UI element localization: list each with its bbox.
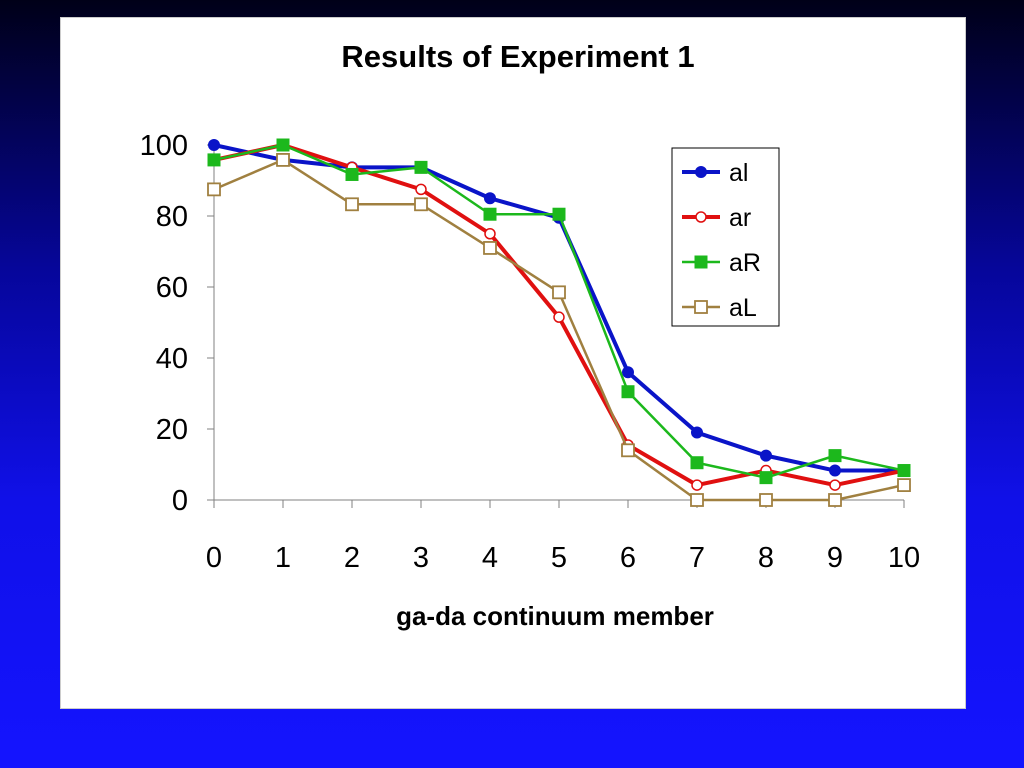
axes: 0 20 40 60 80 100 0 1 2 3 4 5 6 7 8 9 10 [140,130,921,574]
data-point-ar [553,311,565,323]
data-point-aL [483,241,497,255]
data-point-aL [276,153,290,167]
data-point-aR [414,160,428,174]
x-axis-label: ga-da continuum member [396,601,714,631]
legend-label: al [729,159,748,187]
x-tick-label: 5 [551,542,567,574]
data-point-aR [690,456,704,470]
x-tick-label: 3 [413,542,429,574]
series-line-al [213,143,904,473]
series-ar [208,139,910,491]
series-aR [207,138,911,485]
x-tick-label: 4 [482,542,498,574]
legend-entry-al: al [682,159,748,187]
x-tick-label: 10 [888,542,920,574]
data-point-aL [207,182,221,197]
legend-entry-aL: aL [682,294,757,322]
x-tick-label: 9 [827,542,843,574]
legend-marker [695,211,707,223]
data-point-al [829,464,841,477]
data-point-aR [207,153,221,167]
series-layer [207,138,911,507]
legend-entry-ar: ar [682,204,751,232]
data-point-aR [621,385,635,399]
chart-panel [60,17,966,709]
series-line-aR [213,143,905,479]
legend-marker [694,255,708,269]
data-point-aR [828,449,842,463]
data-point-al [208,139,220,151]
x-tick-label: 6 [620,542,636,574]
y-tick-label: 100 [140,130,188,162]
data-point-al [484,192,496,205]
legend-marker [694,300,708,314]
x-tick-label: 8 [758,542,774,574]
legend-label: ar [729,204,751,232]
data-point-aL [828,493,842,507]
data-point-al [622,366,634,379]
y-tick-label: 20 [156,414,188,446]
data-point-aR [483,207,497,221]
y-tick-label: 80 [156,201,188,233]
x-tick-label: 1 [275,542,291,574]
legend-box [671,147,780,327]
legend-marker [695,166,707,178]
data-point-al [760,449,772,462]
y-tick-label: 40 [156,343,188,375]
data-point-aR [897,464,911,478]
legend: al ar aR aL [671,147,780,327]
series-al [208,139,910,477]
data-point-aL [552,285,566,300]
y-tick-label: 60 [156,272,188,304]
x-tick-label: 0 [206,542,222,574]
data-point-aL [345,197,359,212]
data-point-ar [415,183,427,196]
data-point-ar [829,479,841,491]
series-aL [207,153,911,507]
y-tick-label: 0 [172,485,188,517]
data-point-aR [552,207,566,221]
data-point-aR [759,471,773,485]
legend-entry-aR: aR [682,249,761,277]
data-point-aR [345,167,359,181]
data-point-aR [276,138,290,152]
data-point-ar [484,228,496,240]
legend-label: aL [729,294,757,322]
chart-title: Results of Experiment 1 [341,39,694,74]
data-point-ar [691,479,703,491]
data-point-aL [759,493,773,507]
data-point-aL [690,493,704,507]
data-point-aL [897,478,911,492]
data-point-aL [414,197,428,212]
legend-label: aR [729,249,761,277]
data-point-al [691,426,703,439]
x-tick-label: 7 [689,542,705,574]
x-tick-label: 2 [344,542,360,574]
data-point-aL [621,443,635,458]
